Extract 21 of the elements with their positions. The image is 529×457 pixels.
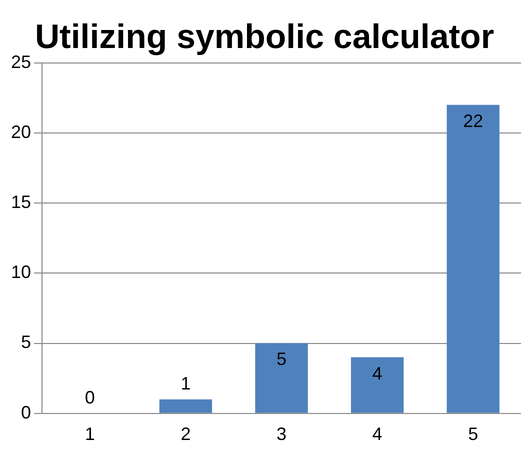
data-label: 1 [180,373,191,394]
bar [350,357,404,413]
x-tick-label: 1 [84,424,95,444]
data-label: 0 [84,387,95,408]
bar [255,343,308,413]
bar [159,399,212,413]
x-tick-label: 2 [180,424,191,444]
y-tick-label: 15 [10,192,32,212]
x-tick-label: 4 [372,424,382,444]
bar [446,104,500,413]
y-tick-label: 5 [21,332,32,352]
x-tick-label: 5 [468,424,478,444]
x-tick-label: 3 [276,424,287,444]
y-tick-label: 25 [10,52,32,72]
chart-title: Utilizing symbolic calculator [34,18,494,56]
data-label: 22 [463,110,484,131]
y-tick-label: 10 [10,262,32,282]
y-tick-label: 20 [10,122,32,142]
y-tick-label: 0 [21,402,32,422]
data-label: 4 [372,363,382,384]
data-label: 5 [276,349,287,370]
